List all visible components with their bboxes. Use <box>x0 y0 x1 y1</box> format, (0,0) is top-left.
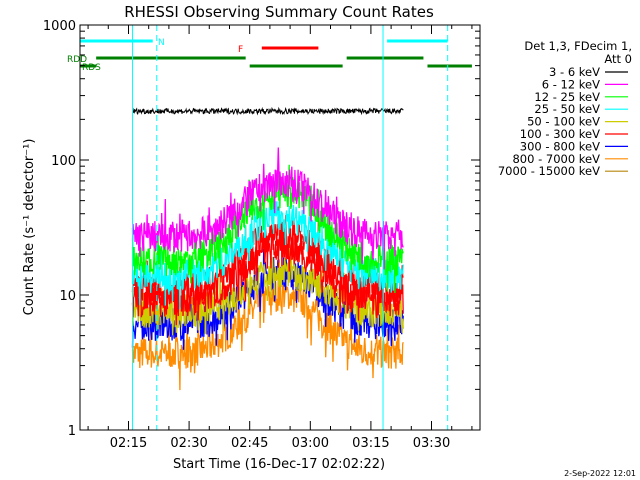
night-boundaries <box>132 25 449 430</box>
flag-label: F <box>238 45 243 55</box>
flag-label: N <box>158 38 165 48</box>
x-tick-label: 02:30 <box>170 436 207 451</box>
x-tick-label: 03:15 <box>352 436 389 451</box>
legend-entry-label: 100 - 300 keV <box>520 127 600 141</box>
legend-entry-label: 300 - 800 keV <box>520 139 600 153</box>
plot-frame <box>79 24 481 431</box>
legend-entry-label: 800 - 7000 keV <box>512 152 600 166</box>
legend-entry-label: 7000 - 15000 keV <box>498 164 600 178</box>
flag-label: RDS <box>82 63 101 73</box>
timestamp-footer: 2-Sep-2022 12:01 <box>564 469 636 478</box>
flag-label: RDD <box>67 55 87 65</box>
x-tick-label: 02:15 <box>110 436 147 451</box>
legend-entry-label: 3 - 6 keV <box>549 65 600 79</box>
legend-header: Att 0 <box>604 52 632 66</box>
y-axis-label: Count Rate (s⁻¹ detector⁻¹) <box>22 139 37 316</box>
legend-entry-label: 25 - 50 keV <box>534 102 600 116</box>
series-line <box>131 147 404 270</box>
y-tick-label: 1000 <box>43 19 76 34</box>
series-line <box>132 106 404 116</box>
legend-entry-label: 12 - 25 keV <box>534 90 600 104</box>
y-tick-label: 1 <box>68 424 76 439</box>
x-tick-label: 03:30 <box>413 436 450 451</box>
legend-entry-label: 50 - 100 keV <box>527 115 600 129</box>
axes: 1 10 100 1000 02:15 02:30 02:45 03:00 03:15 03:30 <box>43 19 481 451</box>
y-tick-label: 10 <box>59 289 76 304</box>
series-line <box>131 164 404 294</box>
x-tick-label: 03:00 <box>292 436 329 451</box>
legend-header: Det 1,3, FDecim 1, <box>524 39 632 53</box>
x-axis-label: Start Time (16-Dec-17 02:02:22) <box>173 457 385 472</box>
x-tick-label: 02:45 <box>231 436 268 451</box>
series-lines <box>131 106 404 391</box>
chart-title: RHESSI Observing Summary Count Rates <box>124 3 434 21</box>
legend-entry-label: 6 - 12 keV <box>542 77 600 91</box>
series-line <box>131 206 404 321</box>
y-tick-label: 100 <box>51 154 76 169</box>
